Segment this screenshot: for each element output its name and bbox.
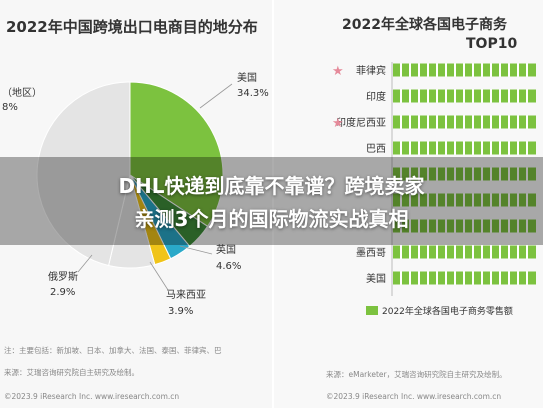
- pie-footnote: 注：主要包括：新加坡、日本、加拿大、法国、泰国、菲律宾、巴: [4, 346, 222, 355]
- headline-line-2: 亲测3个月的国际物流实战真相: [134, 207, 409, 231]
- pie-value-my: 3.9%: [168, 306, 194, 317]
- pie-value-region: 8%: [2, 102, 18, 113]
- pie-slice-other: [36, 81, 131, 267]
- bar-category-label: 巴西: [366, 143, 386, 155]
- headline-line-1: DHL快递到底靠不靠谱？跨境卖家: [118, 174, 425, 198]
- pie-leader-line: [179, 245, 213, 255]
- pie-label-uk: 英国: [216, 245, 236, 256]
- pie-leader-line: [199, 83, 233, 109]
- pie-value-us: 34.3%: [237, 88, 269, 99]
- pie-label-region: （地区）: [2, 88, 42, 99]
- pie-source: 来源：艾瑞咨询研究院自主研究及绘制。: [4, 368, 139, 377]
- star-icon: ★: [332, 116, 344, 131]
- pie-chart: [36, 81, 233, 291]
- pie-label-ru: 俄罗斯: [48, 272, 78, 283]
- legend-swatch: [366, 306, 378, 315]
- bar-category-label: 墨西哥: [356, 247, 386, 259]
- bar-category-label: 菲律宾: [356, 64, 386, 77]
- pie-label-my: 马来西亚: [166, 290, 206, 301]
- bar-chart-title: 2022年全球各国电子商务: [342, 17, 507, 33]
- pie-chart-title: 2022年中国跨境出口电商目的地分布: [6, 18, 258, 36]
- bar-copyright: ©2023.9 iResearch Inc. www.iresearch.com…: [326, 392, 502, 401]
- bar-source: 来源：eMarketer，艾瑞咨询研究院自主研究及绘制。: [326, 370, 507, 379]
- pie-value-ru: 2.9%: [50, 287, 76, 298]
- bar-category-label: 美国: [366, 272, 386, 285]
- headline-banner: DHL快递到底靠不靠谱？跨境卖家 亲测3个月的国际物流实战真相: [0, 157, 543, 245]
- pie-chart-panel: 2022年中国跨境出口电商目的地分布 美国 34.3% （地区） 8% 英国 4…: [2, 18, 269, 401]
- pie-label-us: 美国: [237, 73, 257, 84]
- pie-copyright: ©2023.9 iResearch Inc. www.iresearch.com…: [4, 392, 180, 401]
- bar-category-label: 印度尼西亚: [336, 116, 386, 129]
- bar-category-label: 印度: [366, 90, 386, 103]
- bar-chart-panel: 2022年全球各国电子商务 TOP10 菲律宾 ★ 印度 印度尼西亚 ★ 巴西 墨西哥 美国 2…: [274, 0, 543, 408]
- bar-chart-subtitle: TOP10: [466, 36, 518, 52]
- star-icon: ★: [332, 64, 344, 79]
- pie-leader-line: [77, 254, 93, 273]
- pie-leader-line: [149, 261, 169, 291]
- pie-value-uk: 4.6%: [216, 261, 242, 272]
- legend-label: 2022年全球各国电子商务零售额: [382, 305, 513, 317]
